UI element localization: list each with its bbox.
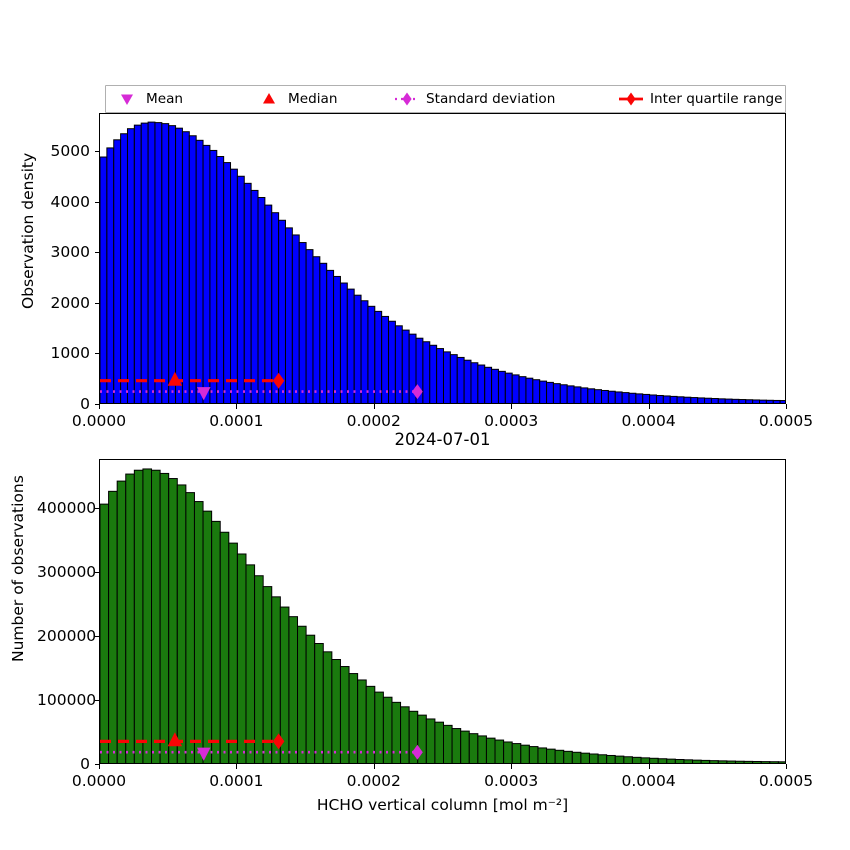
ytick-label: 300000: [37, 563, 97, 582]
statistics-overlay-number-of-observations: [100, 732, 423, 761]
ytick-mark: [94, 252, 99, 254]
xtick-label: 0.0004: [621, 412, 676, 430]
histogram-bar: [779, 400, 785, 403]
xtick-mark: [511, 404, 513, 409]
plot-area-number-of-observations: [100, 460, 785, 763]
panel-title: 2024-07-01: [394, 430, 491, 449]
mean-marker: [196, 747, 211, 761]
legend-handle: [114, 91, 140, 107]
legend-standard-deviation[interactable]: Standard deviation: [394, 86, 555, 112]
median-marker: [167, 732, 183, 747]
ytick-mark: [94, 404, 99, 406]
statistics-overlay-observation-density: [100, 371, 423, 401]
histogram-bars-observation-density: [100, 121, 785, 403]
legend-label: Mean: [146, 91, 184, 107]
xtick-label: 0.0005: [758, 772, 814, 790]
diamond-icon: [619, 92, 643, 106]
diamond-icon: [395, 92, 419, 106]
plot-area-observation-density: [100, 114, 785, 403]
xtick-mark: [236, 764, 238, 769]
xtick-mark: [373, 764, 375, 769]
ytick-mark: [94, 353, 99, 355]
axes-observation-density: [99, 113, 786, 404]
histogram-bar: [760, 761, 771, 763]
legend-handle: [394, 91, 420, 107]
ytick-label: 2000: [50, 293, 90, 312]
legend-mean[interactable]: Mean: [114, 86, 183, 112]
axes-number-of-observations: [99, 459, 786, 764]
histogram-bars-number-of-observations: [100, 468, 785, 763]
median-marker: [167, 371, 183, 386]
xlabel-number-of-observations: HCHO vertical column [mol m⁻²]: [316, 796, 569, 814]
xtick-label: 0.0003: [484, 412, 539, 430]
ytick-mark: [94, 508, 99, 510]
standard-deviation-marker: [411, 384, 423, 400]
ytick-mark: [94, 764, 99, 766]
legend-label: Inter quartile range: [650, 91, 783, 107]
xtick-label: 0.0001: [209, 412, 264, 430]
legend-inter-quartile-range[interactable]: Inter quartile range: [618, 86, 783, 112]
xtick-label: 0.0001: [209, 772, 264, 790]
xtick-label: 0.0004: [621, 772, 676, 790]
ytick-label: 4000: [50, 192, 90, 211]
inter-quartile-range-marker: [272, 372, 285, 389]
ytick-label: 0: [80, 395, 90, 413]
legend: Mean Median Standard deviation Inter quarti…: [105, 85, 786, 113]
legend-label: Median: [288, 91, 338, 107]
legend-handle: [618, 91, 644, 107]
xtick-mark: [511, 764, 513, 769]
mean-marker: [196, 387, 211, 401]
xtick-label: 0.0005: [758, 412, 814, 430]
triangle-down-icon: [121, 94, 133, 105]
xtick-mark: [236, 404, 238, 409]
ytick-label: 5000: [50, 141, 90, 160]
xtick-label: 0.0000: [71, 412, 127, 430]
histogram-bar: [726, 760, 736, 763]
ytick-mark: [94, 302, 99, 304]
ytick-mark: [94, 150, 99, 153]
ylabel-number-of-observations: Number of observations: [9, 474, 27, 662]
xtick-label: 0.0002: [346, 412, 401, 430]
ytick-label: 0: [80, 755, 90, 773]
ytick-label: 100000: [37, 691, 97, 710]
xtick-label: 0.0003: [484, 772, 539, 790]
xtick-mark: [99, 764, 101, 769]
xtick-mark: [99, 404, 101, 409]
xtick-mark: [373, 404, 375, 409]
ytick-mark: [94, 700, 99, 702]
histogram-bar: [743, 760, 754, 763]
ytick-mark: [94, 201, 99, 203]
xtick-mark: [648, 764, 650, 769]
xtick-mark: [648, 404, 650, 409]
xtick-label: 0.0002: [346, 772, 401, 790]
ylabel-observation-density: Observation density: [19, 152, 37, 309]
ytick-mark: [94, 636, 99, 638]
ytick-label: 1000: [50, 344, 90, 363]
ytick-label: 400000: [37, 499, 97, 518]
xtick-mark: [786, 404, 788, 409]
histogram-bar: [777, 761, 785, 763]
legend-handle: [256, 91, 282, 107]
xtick-label: 0.0000: [71, 772, 127, 790]
histogram-bar: [752, 760, 762, 763]
ytick-label: 200000: [37, 627, 97, 646]
ytick-mark: [94, 572, 99, 574]
standard-deviation-marker: [411, 744, 423, 760]
histogram-bar: [769, 761, 779, 763]
xtick-mark: [786, 764, 788, 769]
histogram-bar: [734, 760, 745, 763]
legend-median[interactable]: Median: [256, 86, 337, 112]
inter-quartile-range-marker: [272, 733, 285, 750]
ytick-label: 3000: [50, 243, 90, 262]
legend-label: Standard deviation: [426, 91, 556, 107]
triangle-up-icon: [263, 93, 275, 104]
